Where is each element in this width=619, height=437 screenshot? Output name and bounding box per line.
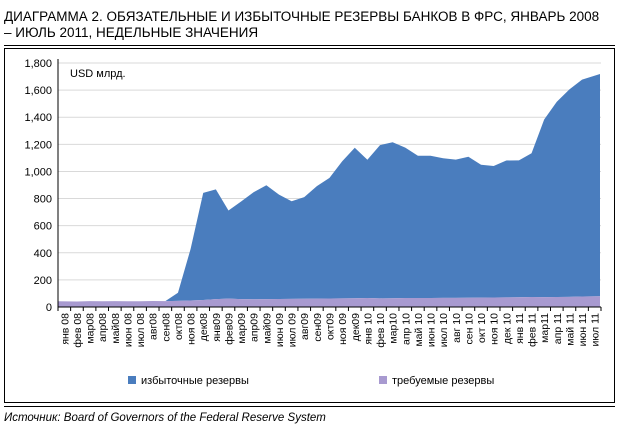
x-tick-label: сен08 [160,313,172,342]
chart-title-line-2: – ИЮЛЬ 2011, НЕДЕЛЬНЫЕ ЗНАЧЕНИЯ [4,25,259,40]
x-tick-label: авг 10 [451,313,463,343]
x-tick-label: мар09 [236,313,248,344]
x-tick-label: апр09 [249,313,261,342]
y-tick-label: 1,000 [24,166,52,178]
x-tick-label: мар08 [85,313,97,344]
x-tick-label: янв 10 [362,313,374,345]
x-tick-label: фев 08 [72,313,84,348]
x-tick-label: июл 09 [287,313,299,347]
y-tick-label: 1,200 [24,139,52,151]
y-tick-label: 0 [46,302,52,314]
x-tick-label: янв 08 [59,313,71,345]
x-tick-label: фев 10 [375,313,387,348]
x-tick-label: авг08 [148,313,160,340]
x-tick-label: июн 11 [577,313,589,347]
title-divider [4,45,615,46]
x-tick-label: сен 10 [463,313,475,345]
legend-label-required: требуемые резервы [392,375,495,387]
x-tick-label: фев 11 [527,313,539,347]
unit-label: USD млрд. [70,68,126,80]
x-tick-label: апр08 [97,313,109,342]
x-tick-label: ноя 10 [489,313,501,345]
x-tick-label: май 10 [413,313,425,347]
x-tick-label: апр 10 [400,313,412,345]
x-tick-label: май09 [261,313,273,344]
x-tick-label: авг09 [299,313,311,340]
chart-title: ДИАГРАММА 2. ОБЯЗАТЕЛЬНЫЕ И ИЗБЫТОЧНЫЕ Р… [4,9,616,41]
area-excess-reserves [58,73,600,302]
source-note: Источник: Board of Governors of the Fede… [4,412,326,424]
x-tick-label: июн 08 [122,313,134,347]
legend-label-excess: избыточные резервы [141,375,249,387]
legend-swatch-excess [128,376,136,385]
x-tick-label: июл 10 [438,313,450,347]
legend-item-required: требуемые резервы [379,375,494,387]
x-tick-label: окт 10 [476,313,488,343]
x-tick-label: янв 11 [514,313,526,344]
x-tick-label: окт08 [173,313,185,340]
chart-plot: 0 200 400 600 800 1,000 1,200 1,400 1,600 1,800 ян… [24,58,602,348]
y-tick-label: 1,400 [24,112,52,124]
x-tick-label: дек09 [350,313,362,341]
x-tick-label: апр 11 [552,313,564,344]
y-tick-label: 400 [34,248,52,260]
chart-title-line-1: ДИАГРАММА 2. ОБЯЗАТЕЛЬНЫЕ И ИЗБЫТОЧНЫЕ Р… [4,9,600,24]
y-tick-label: 1,600 [24,85,52,97]
y-tick-label: 600 [34,221,52,233]
x-tick-label: июн 09 [274,313,286,347]
x-tick-label: июл 08 [135,313,147,347]
y-tick-label: 800 [34,194,52,206]
chart-frame: 0 200 400 600 800 1,000 1,200 1,400 1,600 1,800 ян… [4,48,615,403]
x-tick-label: май 11 [564,313,576,346]
area-required-reserves [58,296,600,307]
x-tick-label: дек08 [198,313,210,341]
x-tick-label: мар10 [388,313,400,344]
x-tick-label: дек 10 [501,313,513,344]
x-tick-label: янв09 [211,313,223,342]
y-tick-label: 1,800 [24,58,52,70]
x-tick-label: мар11 [539,313,551,343]
x-tick-label: июн 10 [426,313,438,347]
y-tick-label: 200 [34,275,52,287]
x-tick-label: ноя 09 [337,313,349,345]
x-tick-label: окт09 [325,313,337,340]
legend-item-excess: избыточные резервы [128,375,249,387]
x-tick-label: июл 11 [590,313,602,347]
x-tick-label: фев09 [223,313,235,345]
x-tick-label: сен09 [312,313,324,342]
legend-swatch-required [379,376,387,385]
x-tick-label: май08 [110,313,122,344]
source-divider [4,406,615,407]
x-tick-label: ноя 08 [186,313,198,345]
